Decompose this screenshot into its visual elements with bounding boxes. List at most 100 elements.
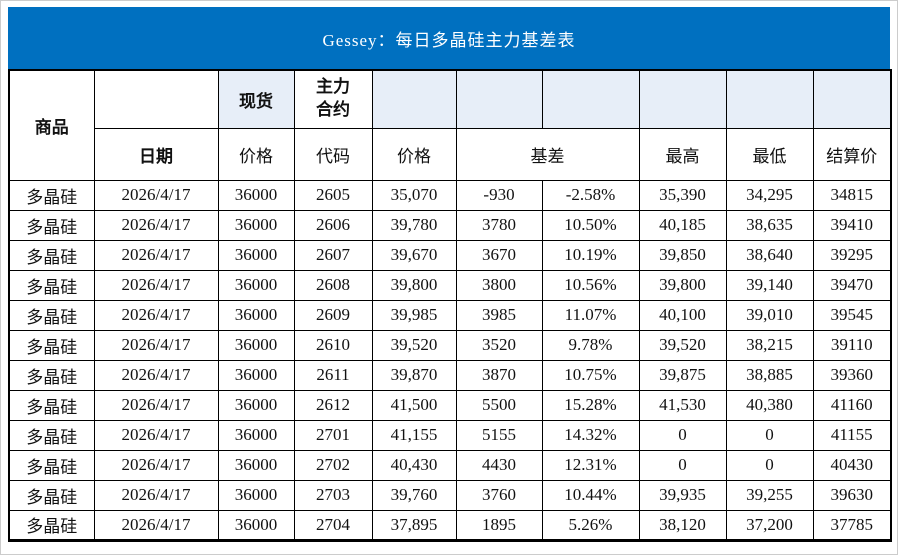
cell-high: 39,875 [638,359,727,391]
cell-low: 40,380 [725,389,814,421]
cell-basis-pct: -2.58% [541,179,640,211]
cell-low: 0 [725,449,814,481]
cell-code: 2704 [293,509,373,541]
table-row: 多晶硅 2026/4/17 36000 2608 39,800 3800 10.… [8,269,892,301]
cell-date: 2026/4/17 [93,209,219,241]
cell-high: 40,185 [638,209,727,241]
header-price: 价格 [371,127,457,181]
table-row: 多晶硅 2026/4/17 36000 2701 41,155 5155 14.… [8,419,892,451]
cell-date: 2026/4/17 [93,239,219,271]
cell-basis-pct: 10.44% [541,479,640,511]
cell-date: 2026/4/17 [93,509,219,541]
cell-spot-price: 36000 [217,419,295,451]
cell-low: 34,295 [725,179,814,211]
cell-high: 40,100 [638,299,727,331]
cell-date: 2026/4/17 [93,179,219,211]
cell-spot-price: 36000 [217,509,295,541]
cell-commodity: 多晶硅 [8,479,95,511]
cell-settlement: 39360 [812,359,892,391]
cell-basis-pct: 12.31% [541,449,640,481]
cell-settlement: 39545 [812,299,892,331]
cell-basis-pct: 10.19% [541,239,640,271]
table-row: 多晶硅 2026/4/17 36000 2612 41,500 5500 15.… [8,389,892,421]
cell-code: 2605 [293,179,373,211]
cell-code: 2701 [293,419,373,451]
cell-date: 2026/4/17 [93,419,219,451]
table-row: 多晶硅 2026/4/17 36000 2704 37,895 1895 5.2… [8,509,892,541]
cell-high: 41,530 [638,389,727,421]
header-main-contract-label: 主力合约 [315,77,350,120]
cell-basis: 1895 [455,509,543,541]
cell-spot-price: 36000 [217,239,295,271]
cell-commodity: 多晶硅 [8,449,95,481]
cell-basis-pct: 9.78% [541,329,640,361]
cell-basis-pct: 15.28% [541,389,640,421]
cell-price: 41,155 [371,419,457,451]
cell-high: 39,520 [638,329,727,361]
cell-commodity: 多晶硅 [8,329,95,361]
cell-price: 41,500 [371,389,457,421]
cell-spot-price: 36000 [217,179,295,211]
cell-date: 2026/4/17 [93,449,219,481]
cell-price: 37,895 [371,509,457,541]
cell-high: 39,935 [638,479,727,511]
table-row: 多晶硅 2026/4/17 36000 2609 39,985 3985 11.… [8,299,892,331]
cell-commodity: 多晶硅 [8,419,95,451]
cell-settlement: 39630 [812,479,892,511]
cell-price: 39,520 [371,329,457,361]
cell-commodity: 多晶硅 [8,509,95,541]
cell-basis-pct: 10.75% [541,359,640,391]
cell-basis-pct: 14.32% [541,419,640,451]
header-settlement: 结算价 [812,127,892,181]
cell-high: 35,390 [638,179,727,211]
cell-high: 39,850 [638,239,727,271]
header-blank-4 [638,69,727,129]
cell-date: 2026/4/17 [93,359,219,391]
cell-high: 38,120 [638,509,727,541]
cell-spot-price: 36000 [217,299,295,331]
cell-commodity: 多晶硅 [8,239,95,271]
cell-spot-price: 36000 [217,329,295,361]
cell-basis: 3985 [455,299,543,331]
table-row: 多晶硅 2026/4/17 36000 2607 39,670 3670 10.… [8,239,892,271]
cell-spot-price: 36000 [217,269,295,301]
cell-basis: -930 [455,179,543,211]
cell-basis-pct: 10.50% [541,209,640,241]
table-title: Gessey：每日多晶硅主力基差表 [322,30,576,50]
cell-spot-price: 36000 [217,389,295,421]
basis-table: 商品 现货 主力合约 日期 价格 代码 价格 基差 最高 最低 结算价 多晶硅 … [8,69,892,542]
header-code: 代码 [293,127,373,181]
cell-settlement: 39295 [812,239,892,271]
cell-low: 38,640 [725,239,814,271]
cell-code: 2607 [293,239,373,271]
header-date: 日期 [93,127,219,181]
cell-basis-pct: 5.26% [541,509,640,541]
cell-spot-price: 36000 [217,359,295,391]
cell-basis: 3520 [455,329,543,361]
cell-settlement: 39470 [812,269,892,301]
cell-basis-pct: 10.56% [541,269,640,301]
cell-basis: 4430 [455,449,543,481]
header-spot: 现货 [217,69,295,129]
cell-basis: 3870 [455,359,543,391]
cell-commodity: 多晶硅 [8,359,95,391]
cell-basis: 3800 [455,269,543,301]
cell-code: 2608 [293,269,373,301]
header-low: 最低 [725,127,814,181]
cell-price: 39,780 [371,209,457,241]
header-blank-1 [371,69,457,129]
cell-code: 2610 [293,329,373,361]
header-spot-price: 价格 [217,127,295,181]
cell-price: 39,985 [371,299,457,331]
cell-settlement: 34815 [812,179,892,211]
cell-basis: 3760 [455,479,543,511]
cell-basis: 5500 [455,389,543,421]
header-high: 最高 [638,127,727,181]
cell-spot-price: 36000 [217,209,295,241]
cell-low: 37,200 [725,509,814,541]
cell-commodity: 多晶硅 [8,299,95,331]
cell-code: 2702 [293,449,373,481]
header-row-2: 日期 价格 代码 价格 基差 最高 最低 结算价 [9,127,892,181]
cell-low: 38,885 [725,359,814,391]
header-blank-3 [541,69,640,129]
